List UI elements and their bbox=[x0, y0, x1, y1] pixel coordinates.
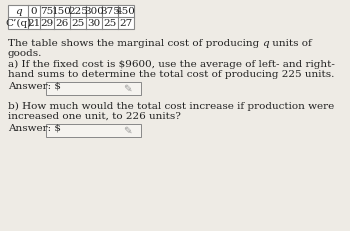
Text: 0: 0 bbox=[31, 6, 37, 15]
Text: 25: 25 bbox=[103, 18, 117, 27]
Text: Answer: $: Answer: $ bbox=[8, 82, 61, 91]
Text: 375: 375 bbox=[100, 6, 120, 15]
Text: 30: 30 bbox=[88, 18, 101, 27]
Text: q: q bbox=[262, 39, 269, 48]
Text: 21: 21 bbox=[27, 18, 41, 27]
Text: 150: 150 bbox=[52, 6, 72, 15]
Text: 300: 300 bbox=[84, 6, 104, 15]
Text: 27: 27 bbox=[119, 18, 133, 27]
Text: increased one unit, to 226 units?: increased one unit, to 226 units? bbox=[8, 112, 181, 121]
Bar bbox=[8, 5, 134, 29]
Text: units of: units of bbox=[269, 39, 312, 48]
Text: a) If the fixed cost is $9600, use the average of left- and right-: a) If the fixed cost is $9600, use the a… bbox=[8, 60, 335, 69]
Text: C’(q): C’(q) bbox=[5, 18, 31, 27]
Text: 225: 225 bbox=[68, 6, 88, 15]
Text: 26: 26 bbox=[55, 18, 69, 27]
Text: 29: 29 bbox=[40, 18, 54, 27]
Text: ✎: ✎ bbox=[122, 83, 131, 94]
Bar bbox=[46, 82, 141, 95]
Bar bbox=[46, 124, 141, 137]
Text: 25: 25 bbox=[71, 18, 85, 27]
Text: ✎: ✎ bbox=[122, 125, 131, 136]
Text: q: q bbox=[15, 6, 21, 15]
Text: The table shows the marginal cost of producing: The table shows the marginal cost of pro… bbox=[8, 39, 262, 48]
Text: 75: 75 bbox=[40, 6, 54, 15]
Text: 450: 450 bbox=[116, 6, 136, 15]
Text: hand sums to determine the total cost of producing 225 units.: hand sums to determine the total cost of… bbox=[8, 70, 334, 79]
Text: Answer: $: Answer: $ bbox=[8, 124, 61, 133]
Text: goods.: goods. bbox=[8, 49, 42, 58]
Text: b) How much would the total cost increase if production were: b) How much would the total cost increas… bbox=[8, 102, 334, 111]
